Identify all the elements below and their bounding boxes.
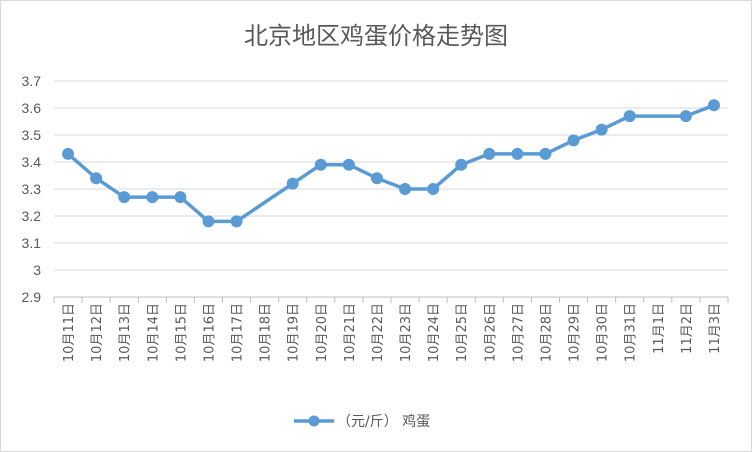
y-axis-ticks: 2.9 3 3.1 3.2 3.3 3.4 3.5 3.6 3.7 xyxy=(22,73,42,305)
x-tick-label: 10月14日 xyxy=(146,303,161,362)
y-tick-label: 3.6 xyxy=(22,100,42,116)
x-tick-label: 10月31日 xyxy=(624,303,639,362)
data-point xyxy=(623,110,636,123)
x-tick-label: 10月20日 xyxy=(315,303,330,362)
x-tick-label: 10月30日 xyxy=(596,303,611,362)
data-point xyxy=(146,191,159,204)
x-tick-label: 10月27日 xyxy=(511,303,526,362)
data-point xyxy=(314,158,327,171)
grid-lines xyxy=(54,80,728,298)
x-tick-label: 10月29日 xyxy=(568,303,583,362)
data-point xyxy=(511,147,524,160)
x-tick-label: 11月2日 xyxy=(680,303,695,354)
x-tick-label: 10月12日 xyxy=(90,303,105,362)
data-point xyxy=(539,147,552,160)
data-point xyxy=(286,177,299,190)
x-tick-label: 10月18日 xyxy=(259,303,274,362)
data-point xyxy=(202,215,215,228)
y-tick-label: 3.7 xyxy=(22,73,42,89)
chart-title: 北京地区鸡蛋价格走势图 xyxy=(244,22,508,50)
series-layer xyxy=(62,99,720,228)
x-tick-label: 10月23日 xyxy=(399,303,414,362)
data-point xyxy=(370,172,383,185)
x-tick-label: 11月1日 xyxy=(652,303,667,354)
data-point xyxy=(174,191,187,204)
x-tick-label: 11月3日 xyxy=(708,303,723,354)
data-point xyxy=(567,134,580,147)
y-tick-label: 2.9 xyxy=(22,289,42,305)
data-point xyxy=(455,158,468,171)
data-point xyxy=(427,183,440,195)
data-point xyxy=(118,191,131,204)
y-tick-label: 3.2 xyxy=(22,208,42,224)
data-point xyxy=(483,147,496,160)
x-axis: 10月11日 10月12日 10月13日 10月14日 10月15日 10月16日 10月1… xyxy=(53,296,729,362)
data-point xyxy=(62,147,75,160)
data-point xyxy=(679,110,692,123)
y-tick-label: 3.5 xyxy=(22,127,42,143)
x-tick-label: 10月25日 xyxy=(455,303,470,362)
y-tick-label: 3.3 xyxy=(22,181,42,197)
legend-marker xyxy=(308,415,320,427)
x-tick-label: 10月22日 xyxy=(371,303,386,362)
x-tick-label: 10月28日 xyxy=(539,303,554,362)
x-tick-label: 10月16日 xyxy=(202,303,217,362)
x-tick-label: 10月17日 xyxy=(231,303,246,362)
series-line xyxy=(66,103,715,224)
y-tick-label: 3.4 xyxy=(22,154,42,170)
data-point xyxy=(707,99,720,112)
x-tick-label: 10月11日 xyxy=(62,303,77,362)
x-tick-label: 10月21日 xyxy=(343,303,358,362)
y-tick-label: 3 xyxy=(33,262,41,278)
x-tick-label: 10月13日 xyxy=(118,303,133,362)
x-tick-label: 10月19日 xyxy=(287,303,302,362)
data-point xyxy=(230,215,243,228)
legend-label: （元/斤） 鸡蛋 xyxy=(337,413,430,430)
y-tick-label: 3.1 xyxy=(22,235,42,251)
data-point xyxy=(399,183,412,195)
x-tick-label: 10月15日 xyxy=(174,303,189,362)
data-point xyxy=(595,123,608,136)
x-tick-label: 10月24日 xyxy=(427,303,442,362)
x-tick-label: 10月26日 xyxy=(483,303,498,362)
data-point xyxy=(90,172,103,185)
legend: （元/斤） 鸡蛋 xyxy=(294,413,430,430)
data-point xyxy=(342,158,355,171)
